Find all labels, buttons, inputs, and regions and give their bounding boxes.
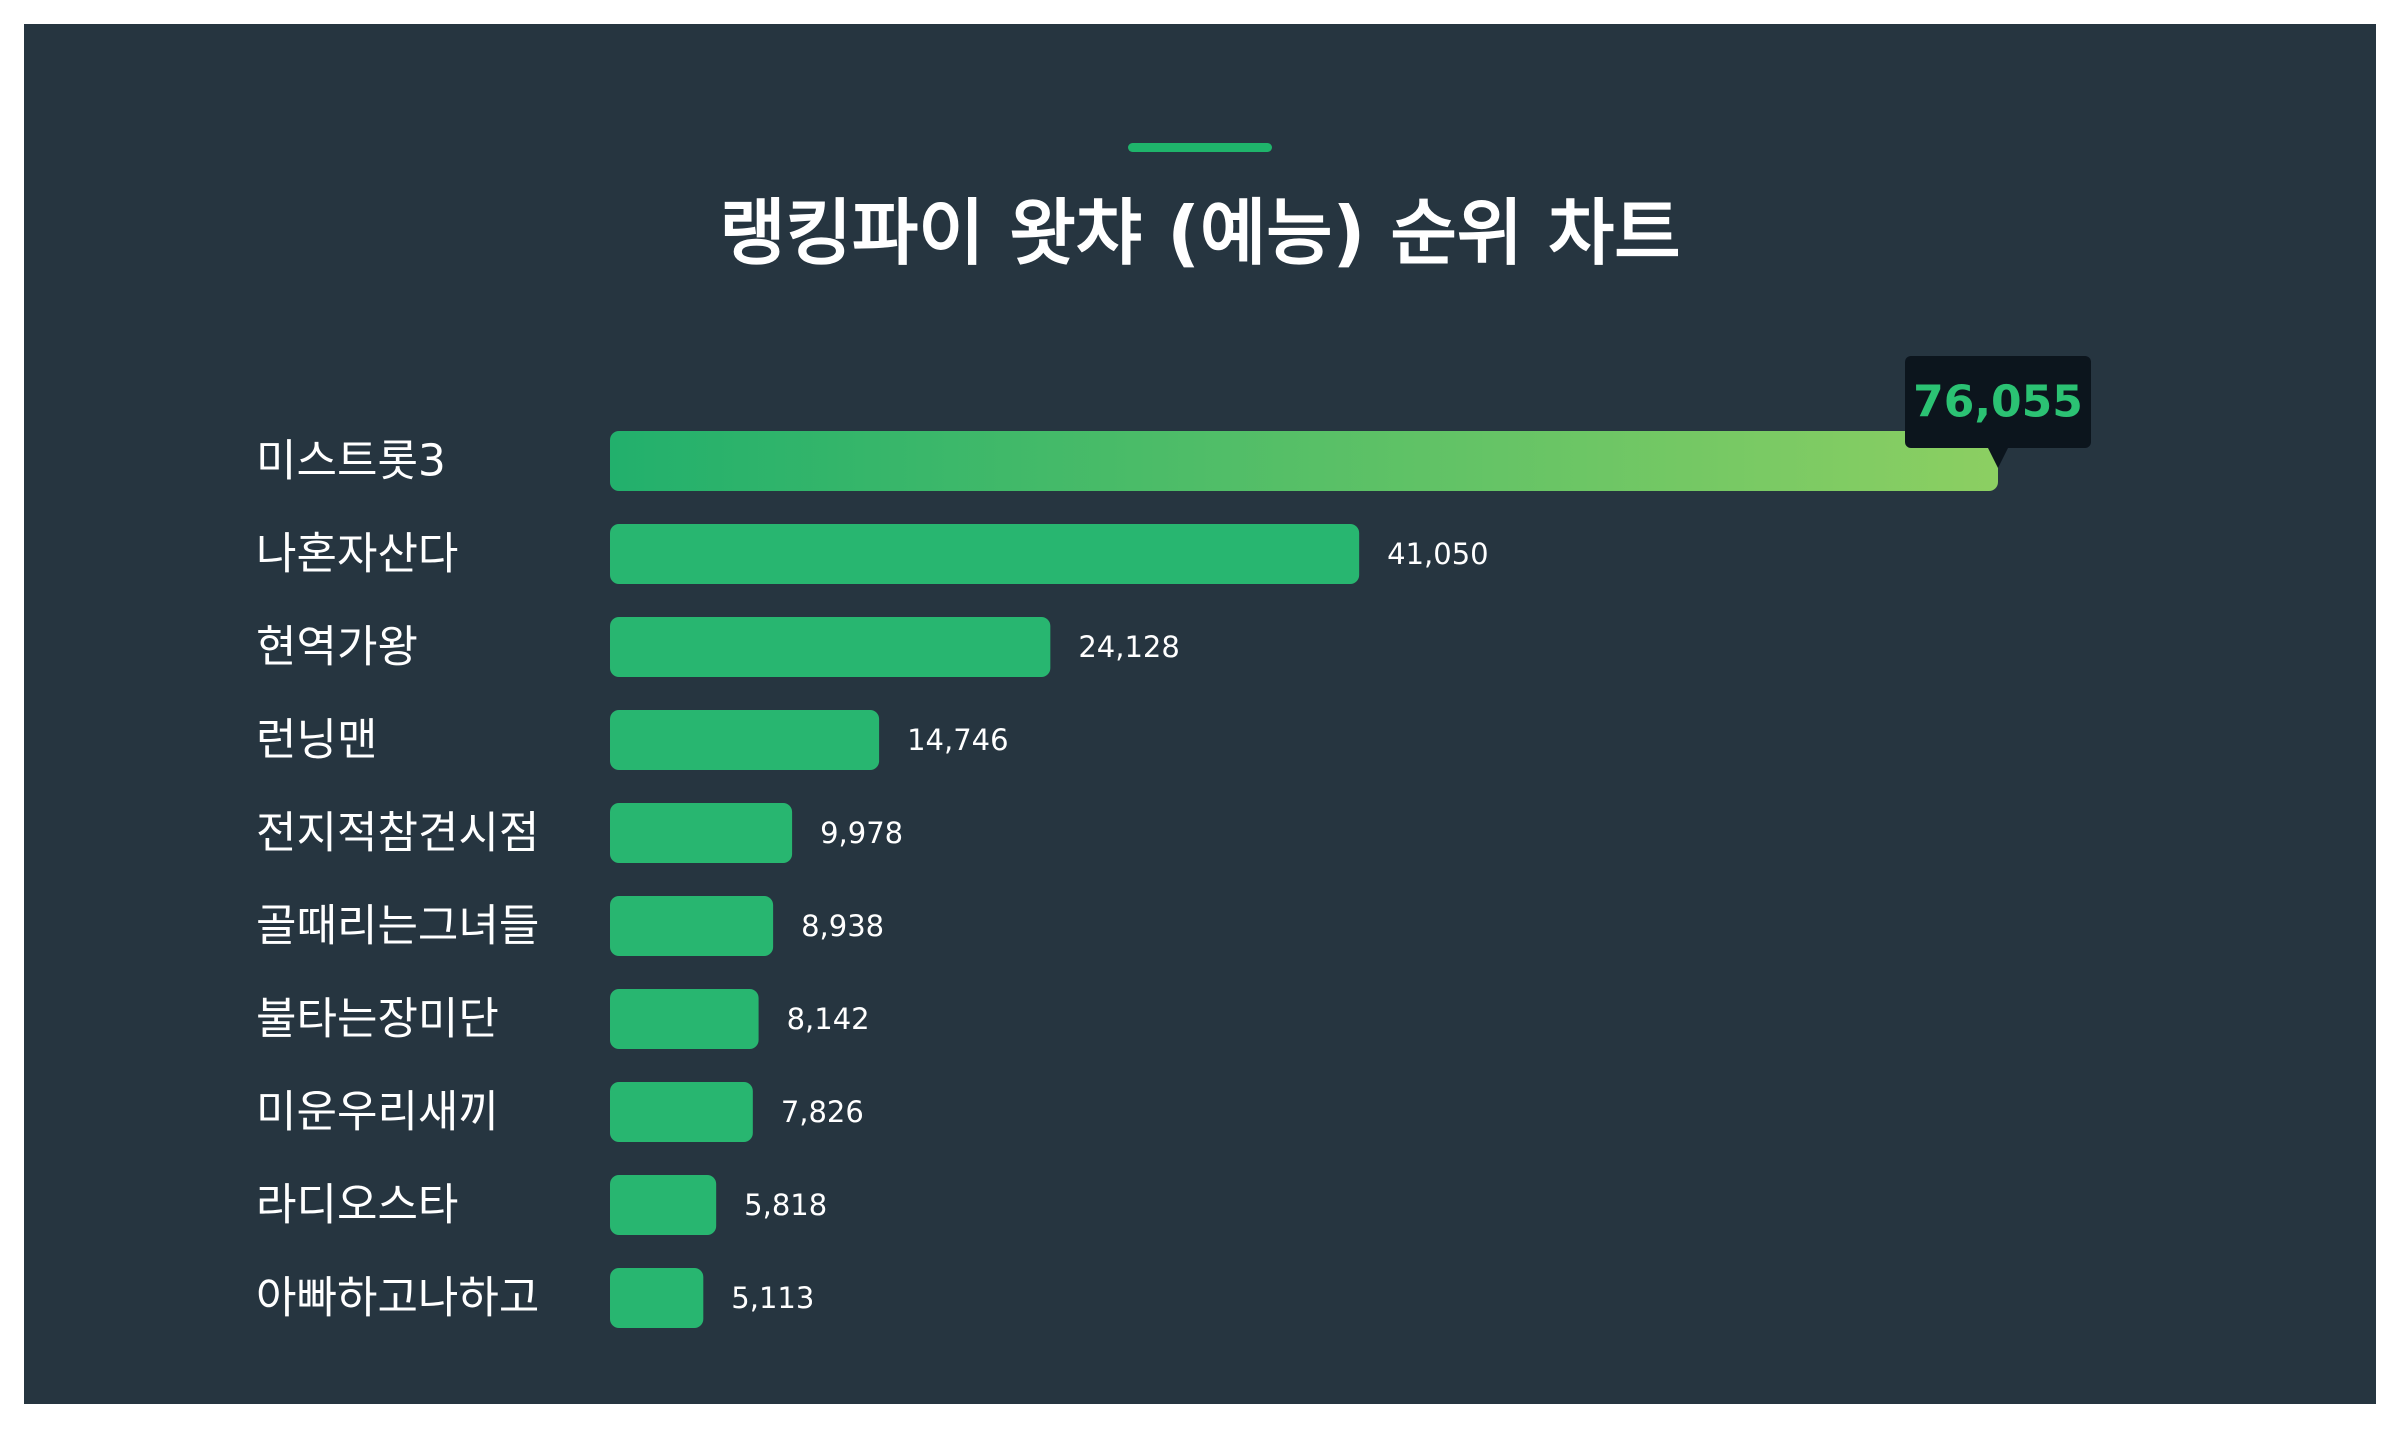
bar — [610, 710, 880, 770]
bar — [610, 1082, 753, 1142]
category-label: 나혼자산다 — [256, 529, 458, 580]
bar — [610, 803, 793, 863]
category-label: 런닝맨 — [256, 715, 377, 766]
category-label: 현역가왕 — [256, 622, 418, 673]
bar — [610, 431, 1998, 491]
data-label: 41,050 — [1387, 537, 1488, 571]
data-label: 9,978 — [820, 816, 903, 850]
bar — [610, 617, 1051, 677]
value-tooltip: 76,055 — [1905, 356, 2091, 468]
bar — [610, 989, 759, 1049]
chart-panel — [24, 24, 2376, 1404]
category-label: 라디오스타 — [256, 1180, 458, 1231]
tooltip-pointer — [1988, 448, 2008, 468]
category-label: 골때리는그녀들 — [256, 901, 539, 952]
data-label: 5,818 — [744, 1188, 827, 1222]
title-accent-line — [1128, 143, 1272, 152]
bar — [610, 896, 774, 956]
category-label: 전지적참견시점 — [256, 808, 539, 859]
data-label: 8,142 — [787, 1002, 870, 1036]
data-label: 5,113 — [731, 1281, 814, 1315]
bar — [610, 1268, 704, 1328]
data-label: 7,826 — [781, 1095, 864, 1129]
data-label: 8,938 — [801, 909, 884, 943]
bar — [610, 1175, 717, 1235]
data-label: 14,746 — [907, 723, 1008, 757]
category-label: 불타는장미단 — [256, 994, 499, 1045]
bar — [610, 524, 1360, 584]
chart-title: 랭킹파이 왓챠 (예능) 순위 차트 — [719, 191, 1681, 275]
tooltip-box — [1905, 356, 2091, 448]
category-label: 아빠하고나하고 — [256, 1273, 539, 1324]
category-label: 미운우리새끼 — [256, 1087, 499, 1138]
data-label: 76,055 — [1913, 377, 2083, 428]
category-label: 미스트롯3 — [256, 436, 446, 487]
data-label: 24,128 — [1078, 630, 1179, 664]
